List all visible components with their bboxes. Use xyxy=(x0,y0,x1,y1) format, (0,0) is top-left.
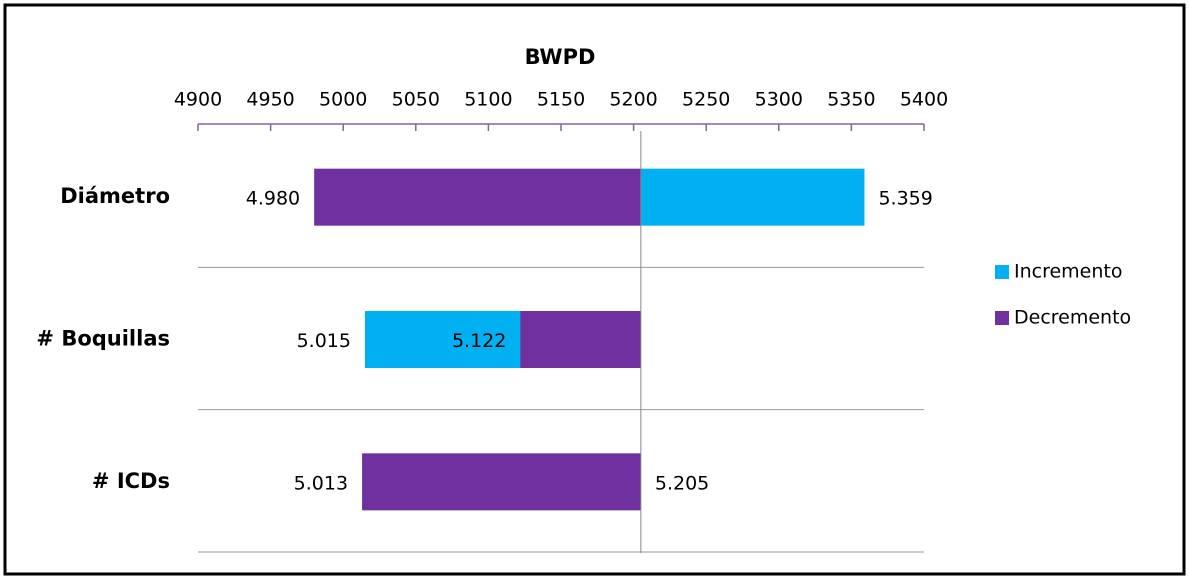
bar xyxy=(520,311,641,368)
x-tick-label: 5300 xyxy=(755,89,803,111)
x-tick-label: 5350 xyxy=(827,89,875,111)
data-label: 5.015 xyxy=(297,330,351,352)
data-label: 5.013 xyxy=(294,472,348,494)
x-tick-label: 5000 xyxy=(319,89,367,111)
x-tick-label: 5400 xyxy=(900,89,948,111)
x-tick-label: 5250 xyxy=(682,89,730,111)
category-label: Diámetro xyxy=(60,184,170,208)
data-label: 5.205 xyxy=(655,472,709,494)
data-label: 5.122 xyxy=(452,330,506,352)
x-tick-label: 4900 xyxy=(174,89,222,111)
x-tick-label: 4950 xyxy=(246,89,294,111)
x-tick-label: 5100 xyxy=(464,89,512,111)
data-label: 4.980 xyxy=(246,188,300,210)
category-label: # ICDs xyxy=(92,469,170,493)
legend-label: Decremento xyxy=(1014,307,1131,329)
x-tick-label: 5050 xyxy=(392,89,440,111)
legend-swatch xyxy=(995,311,1009,325)
x-tick-label: 5150 xyxy=(537,89,585,111)
legend-label: Incremento xyxy=(1014,261,1123,283)
chart-title: BWPD xyxy=(525,45,596,69)
bar xyxy=(314,168,641,226)
data-label: 5.359 xyxy=(878,188,932,210)
x-tick-label: 5200 xyxy=(609,89,657,111)
bar xyxy=(362,453,641,511)
category-label: # Boquillas xyxy=(36,327,170,351)
legend-swatch xyxy=(995,265,1009,279)
bar xyxy=(640,168,865,226)
